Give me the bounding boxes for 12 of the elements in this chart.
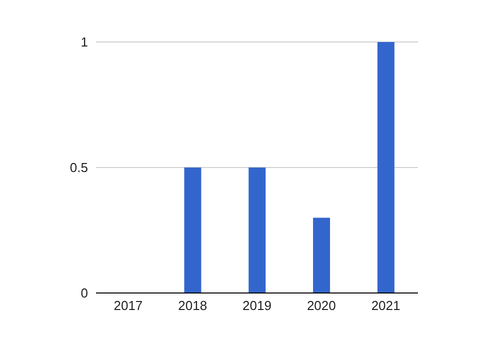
y-tick-label: 0.5: [70, 160, 88, 176]
x-tick-label: 2017: [114, 298, 143, 314]
x-tick-label: 2019: [242, 298, 272, 314]
x-tick-label: 2018: [178, 298, 208, 314]
y-tick-label: 1: [80, 34, 88, 50]
bar: [313, 218, 330, 293]
x-tick-label: 2020: [306, 298, 336, 314]
y-tick-label: 0: [80, 286, 88, 301]
x-tick-label: 2021: [371, 298, 400, 314]
bar: [377, 42, 394, 293]
bar: [248, 168, 266, 293]
bar: [184, 168, 202, 293]
